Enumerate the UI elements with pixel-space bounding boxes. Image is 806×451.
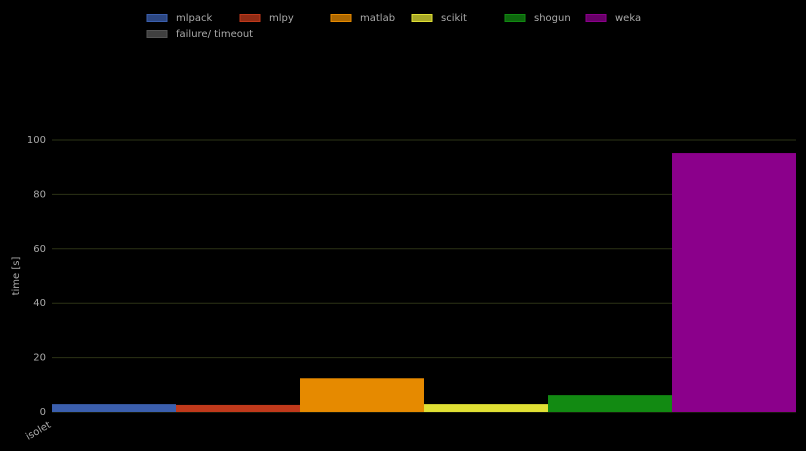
bar: [52, 404, 176, 412]
legend-label: shogun: [534, 13, 571, 24]
y-tick-label: 40: [33, 298, 46, 309]
legend-swatch: [411, 14, 433, 22]
legend-label: weka: [615, 13, 641, 24]
bar: [548, 395, 672, 412]
y-tick-label: 100: [27, 135, 46, 146]
y-tick-label: 0: [40, 407, 46, 418]
legend-swatch: [239, 14, 261, 22]
legend-swatch: [585, 14, 607, 22]
legend-label: mlpack: [176, 13, 212, 24]
legend-label: scikit: [441, 13, 467, 24]
bar: [176, 404, 300, 412]
y-tick-label: 80: [33, 189, 46, 200]
y-tick-label: 20: [33, 353, 46, 364]
legend-swatch: [504, 14, 526, 22]
legend-label: failure/ timeout: [176, 29, 253, 40]
legend-label: matlab: [360, 13, 395, 24]
bar: [300, 378, 424, 412]
bar: [424, 404, 548, 412]
legend-swatch: [146, 14, 168, 22]
y-tick-label: 60: [33, 244, 46, 255]
legend-swatch: [330, 14, 352, 22]
legend-swatch: [146, 30, 168, 38]
legend-label: mlpy: [269, 13, 294, 24]
bar: [672, 153, 796, 412]
y-axis-label: time [s]: [11, 257, 22, 296]
